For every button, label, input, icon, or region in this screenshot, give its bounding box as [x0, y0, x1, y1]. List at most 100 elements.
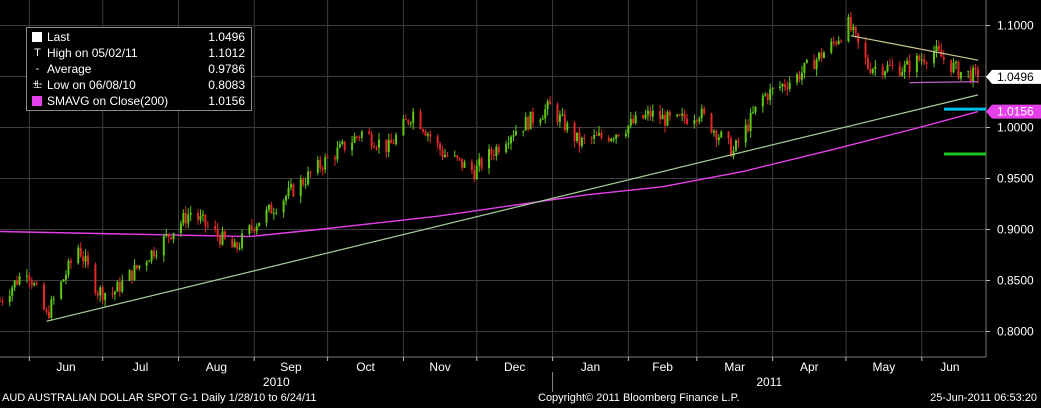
candle-body	[974, 67, 977, 70]
candle-body	[150, 250, 153, 261]
candle-body	[436, 136, 439, 144]
y-tick-label: 0.8000	[997, 325, 1034, 339]
candle-body	[377, 139, 380, 148]
candle-body	[275, 212, 278, 214]
candle-body	[529, 111, 532, 130]
candle-body	[727, 131, 730, 139]
candle-body	[248, 225, 251, 234]
candle-body	[223, 231, 226, 239]
candle-body	[170, 237, 173, 240]
candle-body	[287, 187, 290, 197]
candle-body	[8, 295, 11, 303]
candle-body	[11, 287, 14, 296]
candle-body	[884, 71, 887, 76]
candle-body	[307, 171, 310, 185]
candle-body	[563, 114, 566, 131]
candle-body	[698, 118, 701, 122]
candle-body	[920, 59, 923, 61]
candle-body	[155, 255, 158, 257]
candle-body	[135, 265, 138, 269]
candle-body	[236, 242, 239, 249]
candle-body	[333, 157, 336, 160]
candle-body	[79, 247, 82, 257]
candle-body	[138, 265, 141, 269]
legend-sma-label: SMAVG on Close(200)	[47, 94, 169, 108]
candle-body	[470, 162, 473, 170]
candle-body	[116, 282, 119, 292]
candle-body	[659, 110, 662, 120]
candle-body	[820, 52, 823, 59]
annotations	[46, 35, 986, 322]
candle-body	[857, 33, 860, 43]
candle-body	[480, 158, 483, 169]
candle-body	[593, 134, 596, 139]
candle-body	[683, 113, 686, 119]
candle-body	[720, 131, 723, 138]
x-month-label: Jun	[56, 360, 75, 374]
candle-body	[730, 138, 733, 157]
y-tick-label: 1.1000	[997, 19, 1034, 33]
sma-line	[0, 110, 979, 238]
candle-body	[0, 300, 1, 302]
candle-body	[233, 242, 236, 248]
x-year-label: 2011	[756, 375, 782, 389]
candle-body	[737, 140, 740, 143]
candle-body	[935, 45, 938, 52]
candle-body	[649, 110, 652, 117]
legend-high: T High on 05/02/11 1.1012	[32, 46, 245, 61]
candle-body	[651, 110, 654, 117]
candle-body	[421, 129, 424, 132]
candle-body	[319, 160, 322, 169]
candle-body	[238, 247, 241, 249]
candle-body	[219, 236, 222, 245]
candle-body	[903, 64, 906, 73]
legend: Last 1.0496 T High on 05/02/11 1.1012 -+…	[26, 27, 252, 111]
x-year-label: 2010	[263, 375, 290, 389]
candle-body	[446, 155, 449, 157]
candle-body	[387, 139, 390, 152]
candle-body	[761, 95, 764, 107]
candle-body	[87, 255, 90, 265]
candle-body	[197, 212, 200, 220]
candle-body	[549, 101, 552, 105]
candle-body	[426, 134, 429, 136]
legend-low-value: 0.8083	[208, 78, 245, 92]
candle-body	[666, 112, 669, 126]
candle-body	[360, 131, 363, 138]
candle-body	[771, 87, 774, 90]
candle-body	[629, 118, 632, 126]
candle-body	[977, 69, 979, 77]
candle-body	[490, 149, 493, 155]
filled-square-icon	[32, 30, 43, 45]
candle-body	[815, 59, 818, 70]
candle-body	[576, 132, 579, 141]
candle-body	[30, 280, 33, 286]
candle-body	[429, 134, 432, 137]
candle-body	[840, 40, 843, 42]
trendline-line	[46, 94, 979, 322]
candle-body	[96, 292, 99, 296]
candle-body	[111, 293, 114, 295]
candle-body	[822, 52, 825, 59]
candle-body	[50, 299, 53, 318]
candle-body	[478, 158, 481, 166]
resistance-line	[850, 35, 979, 61]
last-price-tag-text: 1.0496	[997, 70, 1034, 84]
candle-body	[615, 134, 618, 139]
candle-body	[573, 123, 576, 141]
candle-body	[28, 275, 31, 281]
candle-body	[99, 287, 102, 296]
candle-body	[272, 213, 275, 215]
candle-body	[849, 16, 852, 31]
footer-copyright: Copyright© 2011 Bloomberg Finance L.P.	[538, 392, 740, 404]
candle-body	[541, 118, 544, 120]
candle-body	[128, 270, 131, 281]
candle-body	[778, 86, 781, 88]
x-axis: Jun Jul Aug Sep Oct Nov Dec Jan Feb Mar Apr May Jun 2…	[28, 357, 960, 389]
candle-body	[906, 60, 909, 65]
legend-low: ⊥ Low on 06/08/10 0.8083	[32, 78, 245, 93]
candle-body	[627, 125, 630, 134]
candle-body	[1, 301, 4, 303]
candle-body	[950, 59, 953, 73]
